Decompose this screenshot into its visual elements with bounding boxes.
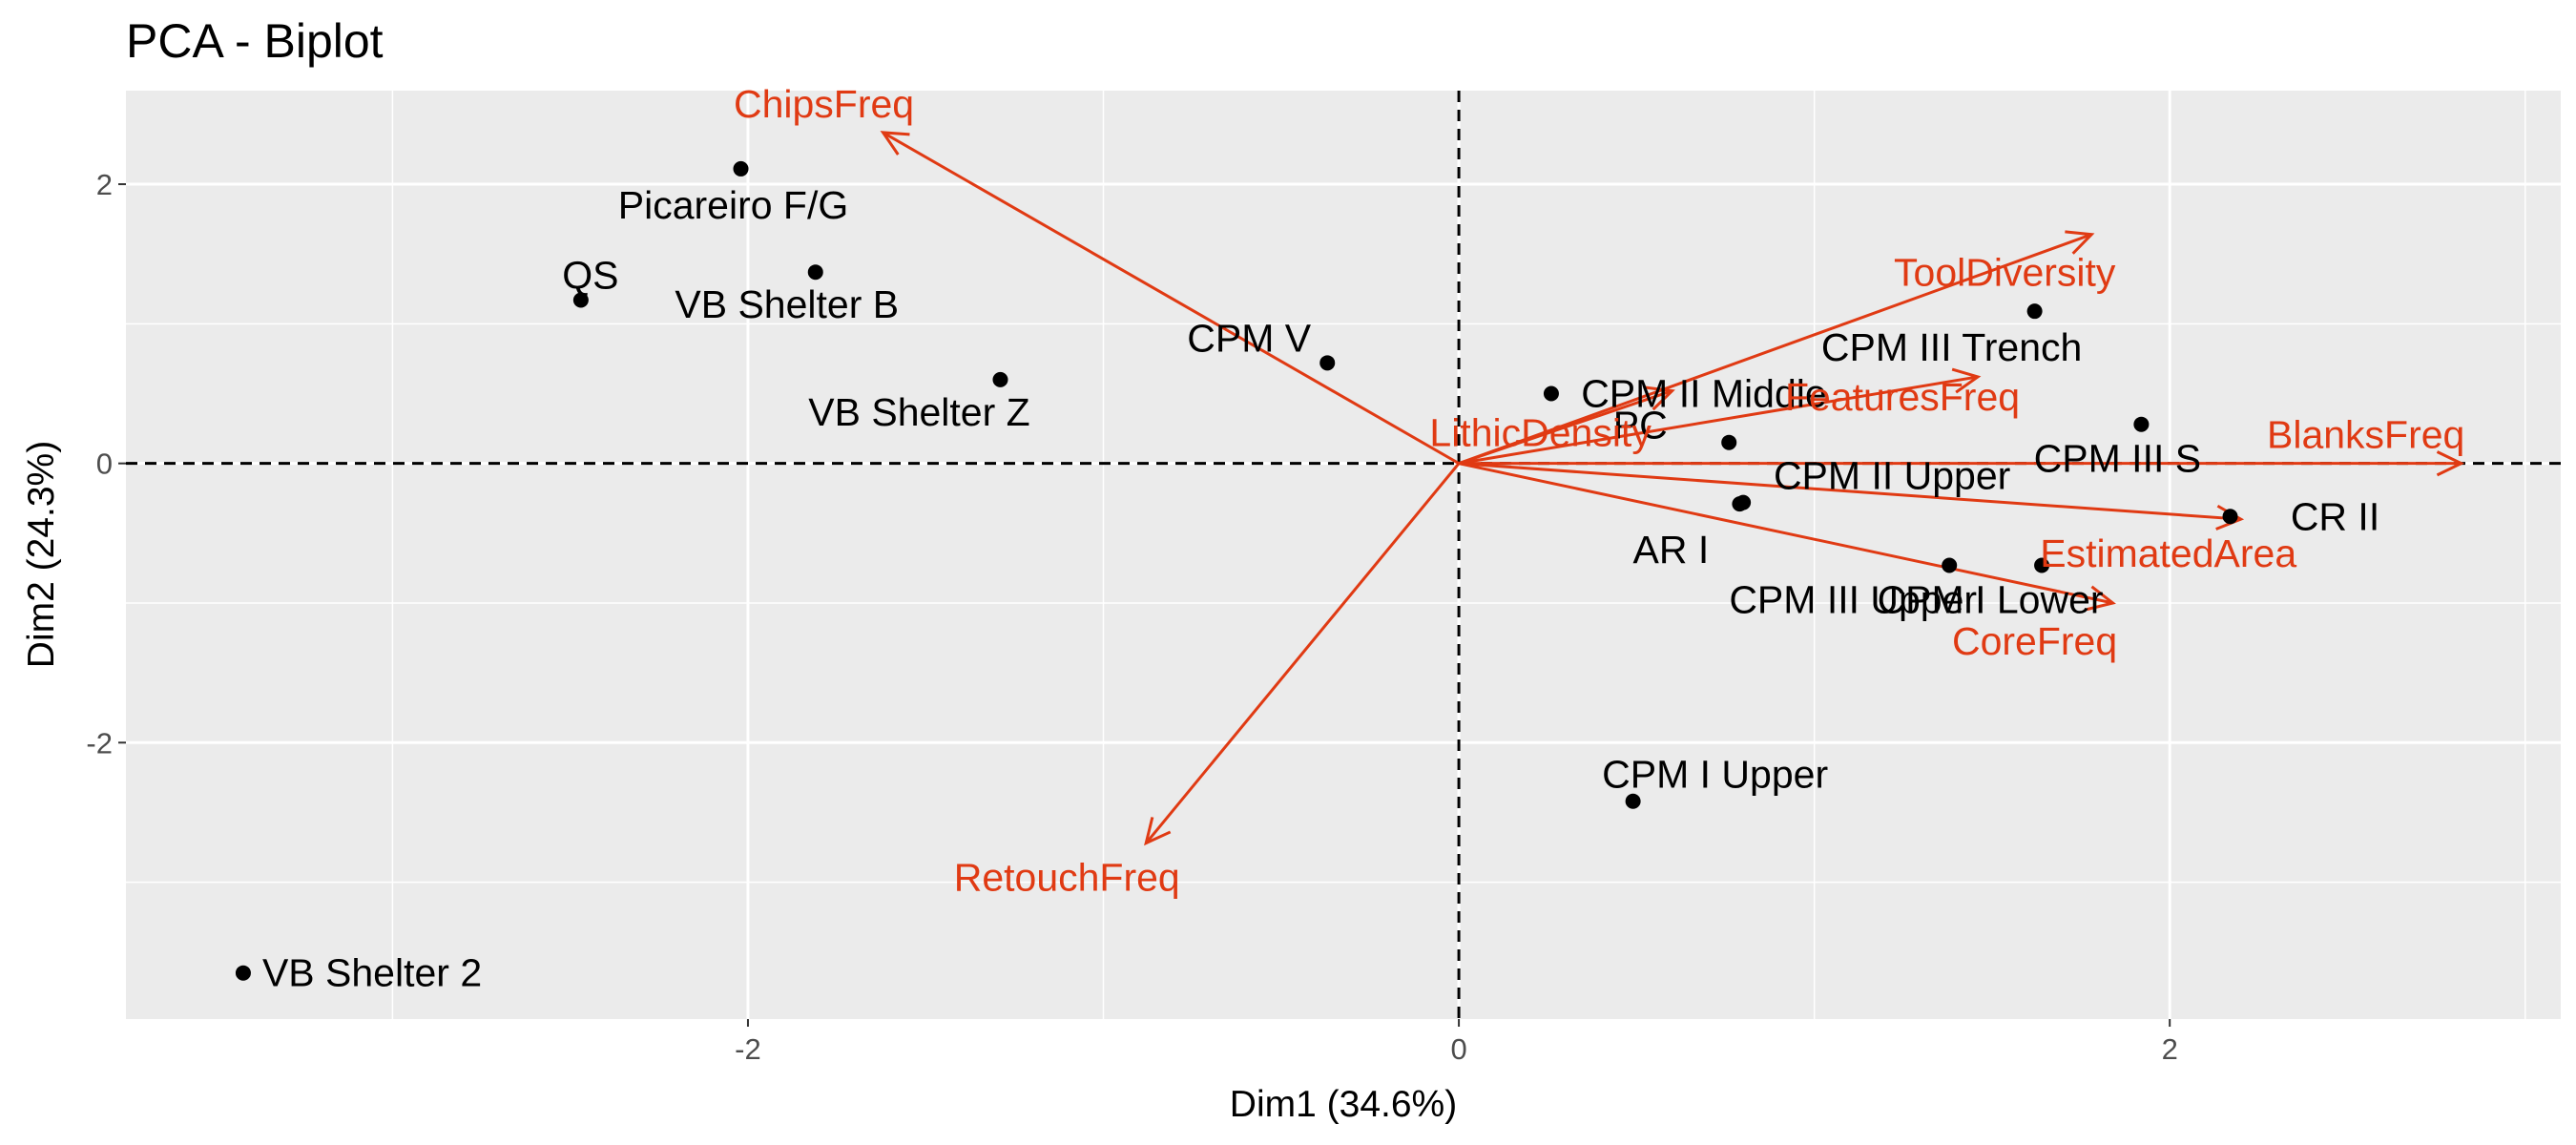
label-cpm-i-lower: CPM I Lower (1878, 577, 2104, 621)
variable-label-corefreq: CoreFreq (1952, 619, 2117, 663)
point-vb-shelter-b (807, 264, 823, 281)
label-cpm-iii-upper: CPM III Upper (1729, 577, 1977, 621)
variable-arrow-blanksfreq (1459, 450, 2465, 477)
point-picareiro-f-g (733, 160, 749, 177)
y-tick-label: -2 (86, 726, 113, 760)
label-cpm-iii-s: CPM III S (2034, 437, 2201, 481)
variable-label-estimatedarea: EstimatedArea (2040, 531, 2296, 575)
variable-arrow-head (2087, 585, 2116, 612)
label-cpm-i-upper: CPM I Upper (1602, 753, 1828, 797)
chart-title: PCA - Biplot (126, 14, 384, 68)
x-axis-ticks: -2 0 2 (735, 1019, 2178, 1066)
label-qs: QS (562, 253, 618, 297)
individual-labels: Picareiro F/GQS VB Shelter B VB Shelter Z C… (262, 183, 2379, 995)
variable-arrow-shaft (1458, 389, 1673, 466)
point-cpm-v (1319, 355, 1336, 371)
variable-label-lithicdensity: LithicDensity (1429, 411, 1652, 455)
variable-arrows (880, 131, 2465, 846)
x-tick-label: 0 (1450, 1032, 1466, 1066)
label-cpm-ii-middle: CPM II Middle (1581, 372, 1826, 416)
variable-label-retouchfreq: RetouchFreq (954, 856, 1180, 900)
y-axis-title: Dim2 (24.3%) (21, 441, 62, 668)
variable-arrow-head (2436, 450, 2465, 477)
variable-label-chipsfreq: ChipsFreq (734, 82, 914, 126)
y-axis-ticks: -2 0 2 (86, 168, 126, 760)
variable-arrow-head (2215, 504, 2245, 531)
point-pc (1721, 434, 1737, 450)
label-vb-shelter-2: VB Shelter 2 (262, 951, 482, 995)
variable-arrow-retouchfreq (1144, 462, 1461, 846)
variable-arrow-shaft (1458, 462, 2241, 521)
variable-arrow-head (1951, 367, 1982, 394)
label-vb-shelter-b: VB Shelter B (675, 282, 899, 326)
point-cpm-iii-s (2133, 416, 2150, 432)
x-tick-label: -2 (735, 1032, 761, 1066)
point-cpm-ii-middle (1543, 385, 1559, 402)
point-cpm-i-upper (1625, 793, 1641, 809)
variable-arrow-chipsfreq (880, 131, 1460, 465)
point-qs (572, 292, 589, 308)
label-ar-i: AR I (1633, 528, 1710, 572)
variable-arrow-shaft (1458, 375, 1979, 466)
variable-arrow-head (1144, 817, 1172, 846)
variable-arrow-head (2065, 230, 2095, 255)
variable-arrow-lithicdensity (1458, 385, 1675, 466)
variable-label-featuresfreq: FeaturesFreq (1785, 375, 2020, 419)
variable-arrow-corefreq (1458, 462, 2116, 612)
point-cpm-i-lower (2034, 557, 2050, 573)
point-vb-shelter-2 (235, 965, 251, 981)
variable-arrow-shaft (1145, 462, 1461, 844)
point-cpm-iii-trench (2026, 303, 2043, 320)
variable-arrow-featuresfreq (1458, 367, 1982, 466)
variable-arrow-head (1645, 385, 1675, 411)
point-cr-ii (2222, 509, 2238, 525)
variable-label-blanksfreq: BlanksFreq (2267, 413, 2464, 457)
label-cpm-iii-trench: CPM III Trench (1821, 325, 2082, 369)
label-cpm-v: CPM V (1187, 316, 1312, 360)
y-tick-label: 0 (96, 448, 113, 481)
variable-arrow-shaft (882, 131, 1460, 465)
label-cr-ii: CR II (2291, 494, 2379, 538)
label-picareiro-f-g: Picareiro F/G (618, 183, 849, 227)
variable-arrow-shaft (1458, 233, 2092, 466)
variable-label-tooldiversity: ToolDiversity (1894, 251, 2116, 295)
x-axis-title: Dim1 (34.6%) (1230, 1084, 1457, 1125)
point-cpm-iii-upper (1942, 557, 1958, 573)
label-pc: PC (1613, 404, 1668, 448)
variable-arrow-estimatedarea (1458, 462, 2245, 531)
y-tick-label: 2 (96, 168, 113, 201)
point-ar-i (1732, 496, 1748, 512)
variable-arrow-head (880, 131, 910, 156)
x-tick-label: 2 (2162, 1032, 2178, 1066)
individual-points (235, 160, 2238, 981)
label-cpm-ii-upper: CPM II Upper (1774, 454, 2010, 498)
point-vb-shelter-z (992, 371, 1008, 387)
variable-labels: ChipsFreq ToolDiversity LithicDensity Featu… (734, 82, 2464, 900)
plot-panel (126, 91, 2561, 1019)
variable-arrow-tooldiversity (1458, 230, 2095, 466)
label-vb-shelter-z: VB Shelter Z (808, 390, 1029, 434)
variable-arrow-shaft (1458, 462, 2113, 605)
